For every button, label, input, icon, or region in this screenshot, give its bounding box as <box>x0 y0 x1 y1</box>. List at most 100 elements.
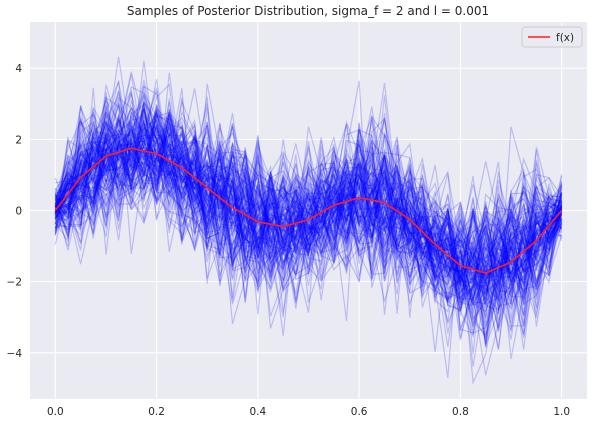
sample-line <box>54 121 563 289</box>
x-tick-label: 0.0 <box>47 406 64 418</box>
sample-line <box>54 96 563 350</box>
sample-line <box>54 105 563 279</box>
sample-line <box>55 119 563 285</box>
y-tick-label: 0 <box>15 206 22 218</box>
sample-line <box>54 136 563 353</box>
sample-line <box>54 105 562 293</box>
sample-line <box>54 108 563 305</box>
sample-line <box>54 112 563 290</box>
sample-line <box>54 124 563 302</box>
x-tick-labels: 0.0 0.2 0.4 0.6 0.8 1.0 <box>47 406 570 418</box>
sample-line <box>55 114 563 306</box>
sample-line <box>54 80 563 298</box>
sample-line <box>54 123 563 302</box>
sample-line <box>54 141 563 318</box>
sample-line <box>54 102 563 334</box>
sample-line <box>54 83 563 275</box>
sample-line <box>54 108 563 307</box>
sample-line <box>54 97 563 304</box>
sample-line <box>54 105 562 306</box>
sample-line <box>55 103 563 315</box>
sample-line <box>54 114 563 309</box>
sample-line <box>54 84 563 313</box>
sample-line <box>54 121 563 336</box>
sample-line <box>55 94 563 340</box>
sample-line <box>55 96 563 315</box>
sample-line <box>54 124 563 300</box>
sample-line <box>55 101 562 349</box>
sample-line <box>55 74 563 301</box>
sample-line <box>54 107 562 350</box>
sample-line <box>54 88 562 282</box>
x-tick-label: 0.4 <box>250 406 267 418</box>
sample-line <box>54 104 563 289</box>
sample-line <box>54 110 562 320</box>
sample-line <box>54 100 563 306</box>
sample-line <box>54 121 563 294</box>
x-tick-label: 0.2 <box>148 406 165 418</box>
sample-line <box>54 117 563 291</box>
sample-line <box>54 97 563 306</box>
sample-line <box>54 109 563 310</box>
sample-line <box>54 93 563 321</box>
sample-line <box>54 119 563 287</box>
sample-line <box>54 111 562 284</box>
sample-line <box>54 108 563 299</box>
sample-line <box>55 115 563 306</box>
sample-line <box>54 134 563 336</box>
sample-line <box>54 123 563 325</box>
sample-line <box>54 107 562 304</box>
sample-line <box>54 120 563 385</box>
sample-line <box>54 90 563 299</box>
sample-line <box>54 114 563 340</box>
sample-line <box>54 112 563 317</box>
sample-line <box>54 132 563 306</box>
sample-line <box>54 95 563 312</box>
sample-line <box>54 119 562 303</box>
chart-title: Samples of Posterior Distribution, sigma… <box>127 4 489 18</box>
sample-line <box>54 123 563 326</box>
sample-line <box>54 137 563 295</box>
sample-line <box>55 110 563 303</box>
y-tick-labels: −4 −2 0 2 4 <box>7 63 23 360</box>
sample-line <box>55 131 563 310</box>
y-tick-label: −2 <box>7 277 22 289</box>
x-tick-label: 1.0 <box>553 406 570 418</box>
sample-line <box>55 99 562 302</box>
sample-line <box>54 106 562 313</box>
sample-line <box>54 112 563 300</box>
sample-line <box>54 85 563 304</box>
sample-line <box>54 114 562 308</box>
sample-line <box>54 115 563 299</box>
fx-line <box>54 147 563 274</box>
y-tick-label: 2 <box>15 134 22 146</box>
sample-line <box>54 111 563 333</box>
sample-line <box>55 121 563 304</box>
sample-line <box>55 86 563 325</box>
sample-line <box>54 100 563 312</box>
y-tick-label: 4 <box>15 63 22 75</box>
sample-line <box>54 71 563 276</box>
sample-line <box>54 112 563 288</box>
sample-line <box>54 92 562 339</box>
sample-line <box>54 120 563 274</box>
sample-line <box>55 79 563 292</box>
legend-box <box>521 26 583 48</box>
sample-line <box>55 115 563 302</box>
sample-line <box>54 128 562 313</box>
sample-line <box>54 105 563 346</box>
sample-line <box>55 100 563 344</box>
sample-line <box>54 127 563 285</box>
sample-line <box>55 139 563 305</box>
sample-line <box>54 116 563 302</box>
x-tick-label: 0.8 <box>452 406 469 418</box>
sample-line <box>54 107 563 307</box>
sample-line <box>54 104 562 310</box>
sample-line <box>54 117 563 327</box>
sample-line <box>54 112 563 314</box>
sample-line <box>54 122 562 285</box>
sample-line <box>54 136 562 331</box>
sample-line <box>54 111 563 316</box>
sample-line <box>54 83 563 311</box>
